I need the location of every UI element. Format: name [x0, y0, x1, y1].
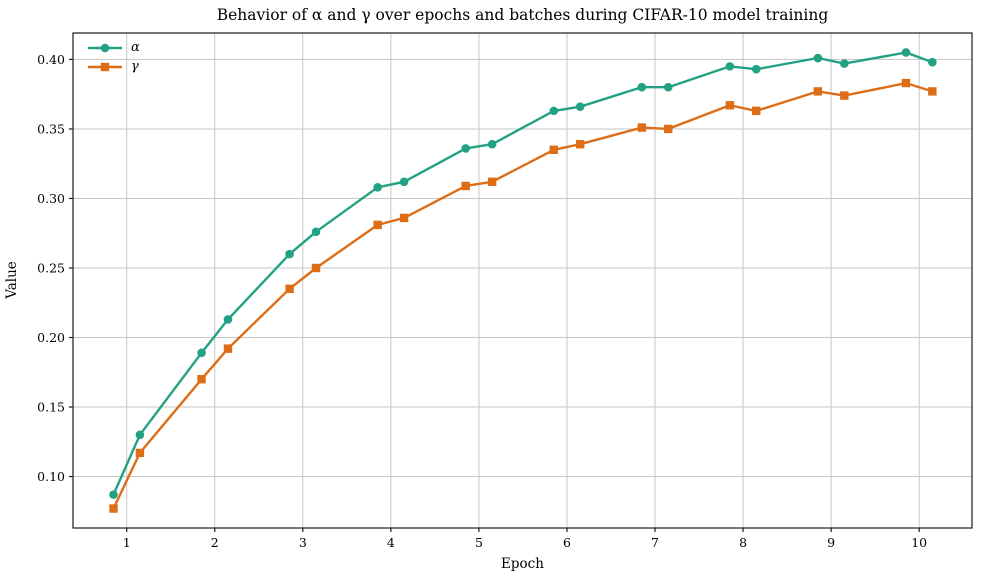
data-point-gamma [399, 213, 409, 223]
y-tick-label: 0.15 [37, 400, 65, 415]
data-point-alpha [487, 139, 497, 149]
x-tick-label: 1 [123, 535, 131, 550]
y-tick-label: 0.40 [37, 52, 65, 67]
legend-item-alpha: α [86, 38, 140, 57]
chart-title: Behavior of α and γ over epochs and batc… [216, 6, 829, 24]
data-point-alpha [751, 64, 761, 74]
data-point-alpha [901, 48, 911, 57]
data-point-gamma [637, 123, 647, 132]
y-tick-label: 0.10 [37, 469, 65, 484]
data-point-alpha [663, 82, 673, 92]
data-point-alpha [575, 102, 585, 111]
data-point-gamma [928, 87, 937, 96]
data-point-alpha [285, 249, 294, 259]
legend: α γ [86, 38, 140, 76]
data-point-gamma [752, 106, 761, 116]
data-point-gamma [197, 375, 206, 384]
data-point-gamma [285, 284, 294, 294]
data-point-gamma [109, 504, 118, 513]
data-point-alpha [373, 183, 382, 192]
data-point-alpha [725, 62, 735, 71]
data-point-gamma [575, 140, 585, 149]
data-point-alpha [928, 57, 937, 67]
x-tick-label: 3 [299, 535, 307, 550]
x-tick-label: 5 [475, 535, 483, 550]
x-tick-label: 8 [739, 535, 747, 550]
data-point-alpha [109, 490, 118, 499]
y-tick-label: 0.30 [37, 191, 65, 206]
data-point-gamma [487, 177, 497, 186]
x-tick-label: 7 [651, 535, 659, 550]
series-line-gamma [112, 81, 934, 510]
y-tick-label: 0.25 [37, 260, 65, 275]
y-axis-label: Value [4, 261, 20, 299]
legend-marker-alpha [100, 43, 110, 52]
legend-marker-gamma [100, 62, 110, 71]
data-point-gamma [461, 181, 470, 191]
legend-swatch-alpha-line-marker [88, 43, 122, 52]
data-point-gamma [901, 78, 911, 88]
data-point-gamma [135, 448, 145, 458]
x-tick-label: 6 [563, 535, 571, 550]
x-tick-label: 4 [387, 535, 395, 550]
data-point-gamma [813, 87, 823, 96]
data-point-gamma [223, 344, 233, 353]
data-point-gamma [725, 101, 735, 110]
data-point-alpha [637, 82, 647, 92]
x-tick-label: 10 [911, 535, 927, 550]
data-point-gamma [549, 145, 558, 154]
data-point-alpha [461, 144, 471, 153]
data-point-alpha [399, 177, 409, 187]
data-point-gamma [311, 263, 321, 273]
data-point-alpha [223, 315, 233, 324]
x-tick-label: 9 [827, 535, 835, 550]
data-point-alpha [311, 227, 321, 237]
data-point-gamma [840, 91, 849, 100]
plot-frame [72, 32, 973, 529]
legend-swatch-gamma-line-marker [88, 62, 122, 71]
y-tick-label: 0.20 [37, 330, 65, 345]
data-point-alpha [549, 106, 559, 116]
data-point-alpha [197, 348, 206, 358]
data-point-alpha [840, 59, 849, 68]
data-point-alpha [813, 53, 823, 63]
data-point-gamma [664, 124, 673, 134]
legend-label-alpha: α [131, 40, 140, 55]
legend-label-gamma: γ [131, 59, 139, 74]
data-point-alpha [135, 430, 145, 440]
data-point-gamma [373, 220, 382, 230]
x-axis-label: Epoch [501, 556, 544, 572]
x-tick-label: 2 [211, 535, 219, 550]
legend-item-gamma: γ [86, 57, 140, 76]
series-line-alpha [112, 51, 934, 496]
y-tick-label: 0.35 [37, 121, 65, 136]
